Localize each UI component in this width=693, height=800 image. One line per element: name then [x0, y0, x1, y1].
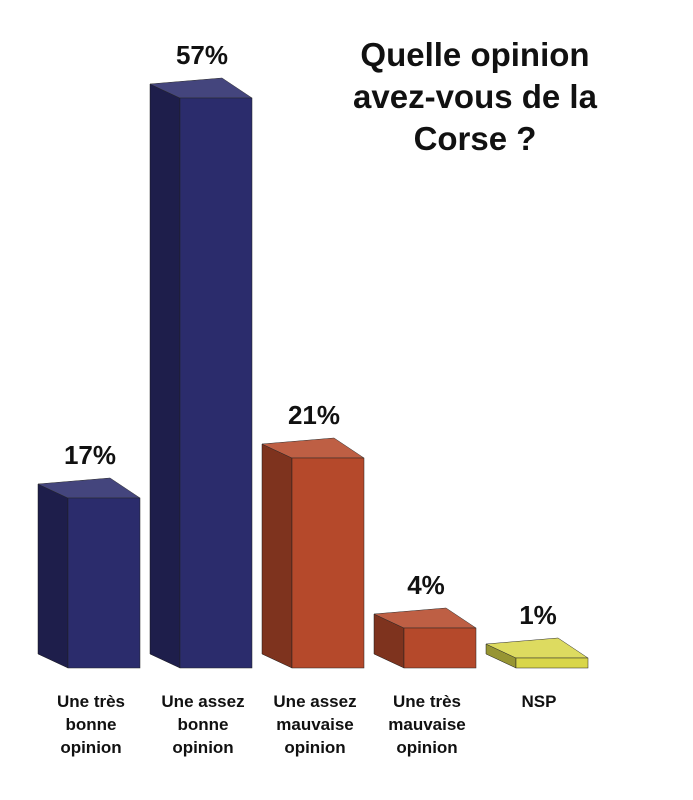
- value-label: 21%: [287, 400, 341, 430]
- bar: [403, 627, 477, 669]
- bar-top-shade: [38, 478, 140, 498]
- bar-side-shade: [150, 84, 180, 668]
- value-label: 57%: [175, 40, 229, 70]
- bar-top-shade: [486, 638, 588, 658]
- value-label: 17%: [63, 440, 117, 470]
- value-label: 4%: [407, 570, 445, 600]
- bar-side-shade: [486, 644, 516, 668]
- bar-top-shade: [150, 78, 252, 98]
- bar-side-shade: [38, 484, 68, 668]
- x-tick-label: NSP: [521, 692, 557, 711]
- bar-side-shade: [262, 444, 292, 668]
- value-label: 1%: [519, 600, 557, 630]
- x-tick-label: Une assez bonne opinion: [161, 692, 245, 757]
- bar: [179, 97, 253, 669]
- x-tick-label: Une très mauvaise opinion: [388, 692, 466, 757]
- bar-side-shade: [374, 614, 404, 668]
- x-tick-label: Une très bonne opinion: [56, 692, 126, 757]
- chart-title: Quelle opinion avez-vous de la Corse ?: [353, 36, 597, 157]
- bar: [515, 657, 589, 669]
- bar-top-shade: [262, 438, 364, 458]
- x-tick-label: Une assez mauvaise opinion: [273, 692, 357, 757]
- bar-top-shade: [374, 608, 476, 628]
- bar: [291, 457, 365, 669]
- bar: [67, 497, 141, 669]
